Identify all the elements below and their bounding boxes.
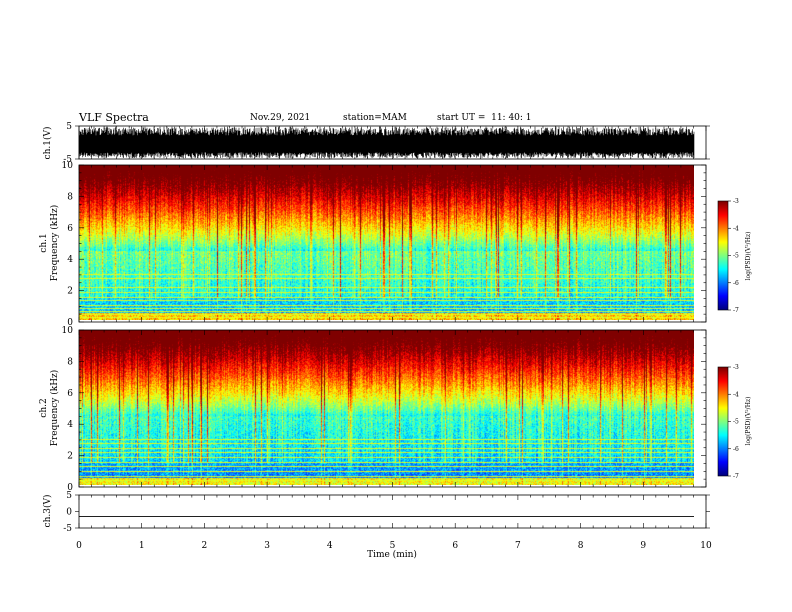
xaxis-label: Time (min) [367, 549, 417, 560]
axis-ticks [75, 125, 731, 529]
y-tick-label-spec-2-2: 2 [67, 452, 73, 462]
y-tick-label-spec-2-0: 0 [67, 483, 73, 493]
ylabel-ch3-waveform: ch.3(V) [42, 495, 53, 528]
ylabel-ch2-spectrogram-line1: ch.2 [39, 398, 49, 417]
y-tick-label-spec-1-2: 2 [67, 287, 73, 297]
x-tick-label-2: 2 [202, 541, 208, 551]
y-tick-label-spec-2-6: 6 [67, 389, 73, 399]
y-tick-label-spec-2-4: 4 [67, 420, 73, 430]
chart-title: VLF Spectra [79, 111, 149, 124]
x-tick-label-9: 9 [640, 541, 646, 551]
colorbar-ch2 [718, 367, 728, 476]
colorbar-tick-label-1--3: -3 [733, 198, 739, 205]
x-tick-label-0: 0 [76, 541, 82, 551]
colorbar-tick-label-2--4: -4 [733, 391, 739, 398]
y-tick-label-wave-3-2: -5 [63, 524, 72, 534]
x-tick-label-7: 7 [515, 541, 521, 551]
y-tick-label-spec-2-10: 10 [62, 326, 74, 336]
colorbar-ch2-label: log(PSD)(V²/Hz) [745, 397, 752, 446]
colorbar-tick-label-2--6: -6 [733, 446, 739, 453]
y-tick-label-wave-0-0: 5 [66, 122, 72, 132]
y-tick-label-wave-0-1: -5 [63, 155, 72, 165]
y-tick-label-spec-1-6: 6 [67, 224, 73, 234]
y-tick-label-spec-1-8: 8 [67, 192, 73, 202]
y-tick-label-wave-3-1: 0 [66, 508, 72, 518]
waveform-ch1-trace [78, 126, 695, 159]
ylabel-ch1-spectrogram-line2: Frequency (kHz) [49, 205, 60, 282]
x-tick-label-1: 1 [139, 541, 145, 551]
date-label: Nov.29, 2021 [250, 113, 311, 123]
x-tick-label-6: 6 [452, 541, 458, 551]
x-tick-label-4: 4 [327, 541, 333, 551]
y-tick-label-spec-1-10: 10 [62, 161, 74, 171]
colorbar-ch1-label: log(PSD)(V²/Hz) [745, 232, 752, 281]
y-tick-label-spec-1-0: 0 [67, 318, 73, 328]
ylabel-ch2-spectrogram-line2: Frequency (kHz) [49, 370, 60, 447]
spectrogram-ch1-image [79, 165, 694, 320]
colorbar-tick-label-1--7: -7 [733, 307, 739, 314]
spectrogram-ch2-image [79, 330, 694, 485]
station-label: station=MAM [343, 113, 407, 123]
colorbar-tick-label-2--5: -5 [733, 419, 739, 426]
y-tick-label-spec-2-8: 8 [67, 357, 73, 367]
colorbar-tick-label-1--4: -4 [733, 225, 739, 232]
colorbar-tick-label-1--5: -5 [733, 253, 739, 260]
x-tick-label-3: 3 [264, 541, 270, 551]
ylabel-ch1-spectrogram-line1: ch.1 [39, 233, 49, 252]
ylabel-ch1-waveform: ch.1(V) [42, 127, 53, 160]
x-tick-label-5: 5 [390, 541, 396, 551]
x-tick-label-8: 8 [578, 541, 584, 551]
y-tick-label-spec-1-4: 4 [67, 255, 73, 265]
colorbar-tick-label-2--3: -3 [733, 364, 739, 371]
colorbar-tick-label-2--7: -7 [733, 473, 739, 480]
colorbar-ch1 [718, 201, 728, 310]
y-tick-label-wave-3-0: 5 [66, 491, 72, 501]
colorbar-tick-label-1--6: -6 [733, 280, 739, 287]
start-ut-label: start UT = 11: 40: 1 [437, 113, 532, 123]
x-tick-label-10: 10 [700, 541, 712, 551]
